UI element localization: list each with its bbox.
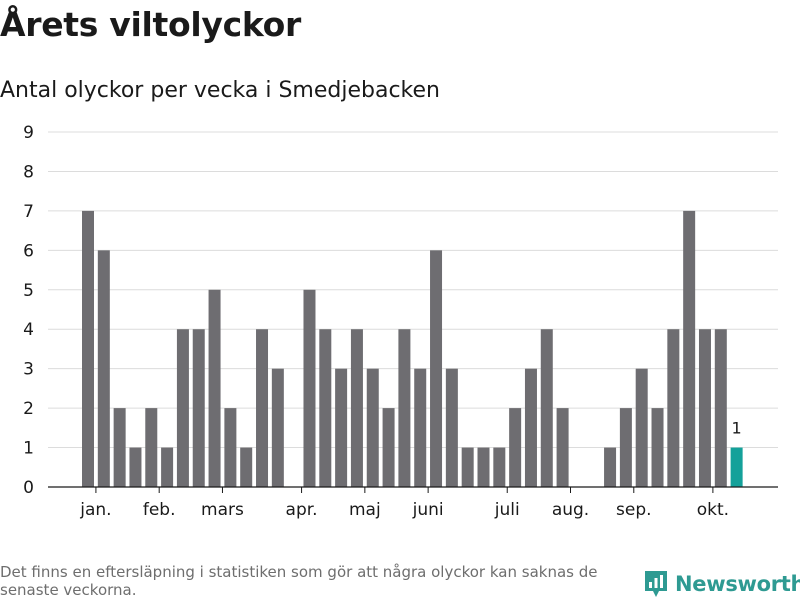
bar-highlight [730,447,743,487]
bar [366,368,379,487]
footnote: Det finns en eftersläpning i statistiken… [0,563,598,599]
bar [509,408,522,487]
y-tick-label: 0 [23,478,34,498]
bar [445,368,458,487]
bar [82,210,94,487]
bar [430,250,443,487]
bar [477,447,490,487]
bar [524,368,537,487]
y-tick-label: 7 [23,202,34,222]
grid-lines [48,131,778,449]
bar [398,329,411,487]
bar [97,250,110,487]
bar [667,329,680,487]
bar [683,210,696,487]
x-tick-label: sep. [616,500,652,520]
bar [271,368,284,487]
bar [129,447,142,487]
y-axis-ticks: 0 1 2 3 4 5 6 7 8 9 [23,123,34,498]
x-tick-label: mars [201,500,244,520]
x-tick-label: jan. [79,500,111,520]
bar [382,408,395,487]
bar [208,289,221,487]
bar [350,329,363,487]
bar [192,329,205,487]
bars [82,210,743,487]
x-tick-label: juli [494,500,520,520]
newsworthy-logo-text: Newsworthy [675,572,800,596]
y-tick-label: 4 [23,320,34,340]
bar [714,329,727,487]
newsworthy-logo-icon [645,571,667,597]
bar [256,329,269,487]
bar [414,368,427,487]
bar [556,408,569,487]
bar [619,408,632,487]
x-tick-label: feb. [143,500,176,520]
x-tick-label: aug. [552,500,589,520]
bar [493,447,506,487]
bar [303,289,316,487]
data-label: 1 [732,419,742,438]
bar [240,447,253,487]
chart-title: Årets viltolyckor [0,5,301,44]
bar [461,447,474,487]
y-tick-label: 8 [23,162,34,182]
y-tick-label: 3 [23,360,34,380]
x-axis: jan. feb. mars apr. maj juni juli aug. sep. okt. [48,486,778,520]
bar [176,329,189,487]
bar [604,447,617,487]
y-tick-label: 6 [23,241,34,261]
bar [161,447,174,487]
bar [635,368,648,487]
y-tick-label: 5 [23,281,34,301]
y-tick-label: 1 [23,439,34,459]
bar [224,408,237,487]
bar [145,408,158,487]
y-tick-label: 9 [23,123,34,143]
x-tick-label: apr. [286,500,318,520]
bar [335,368,348,487]
bar [540,329,553,487]
newsworthy-logo[interactable]: Newsworthy [643,569,800,599]
bar [319,329,332,487]
chart-subtitle: Antal olyckor per vecka i Smedjebacken [0,78,440,103]
x-tick-label: okt. [697,500,729,520]
x-tick-label: maj [349,500,381,520]
bar [698,329,711,487]
y-tick-label: 2 [23,399,34,419]
bar [651,408,664,487]
data-labels: 1 [732,419,742,438]
bar [113,408,126,487]
x-tick-label: juni [412,500,444,520]
